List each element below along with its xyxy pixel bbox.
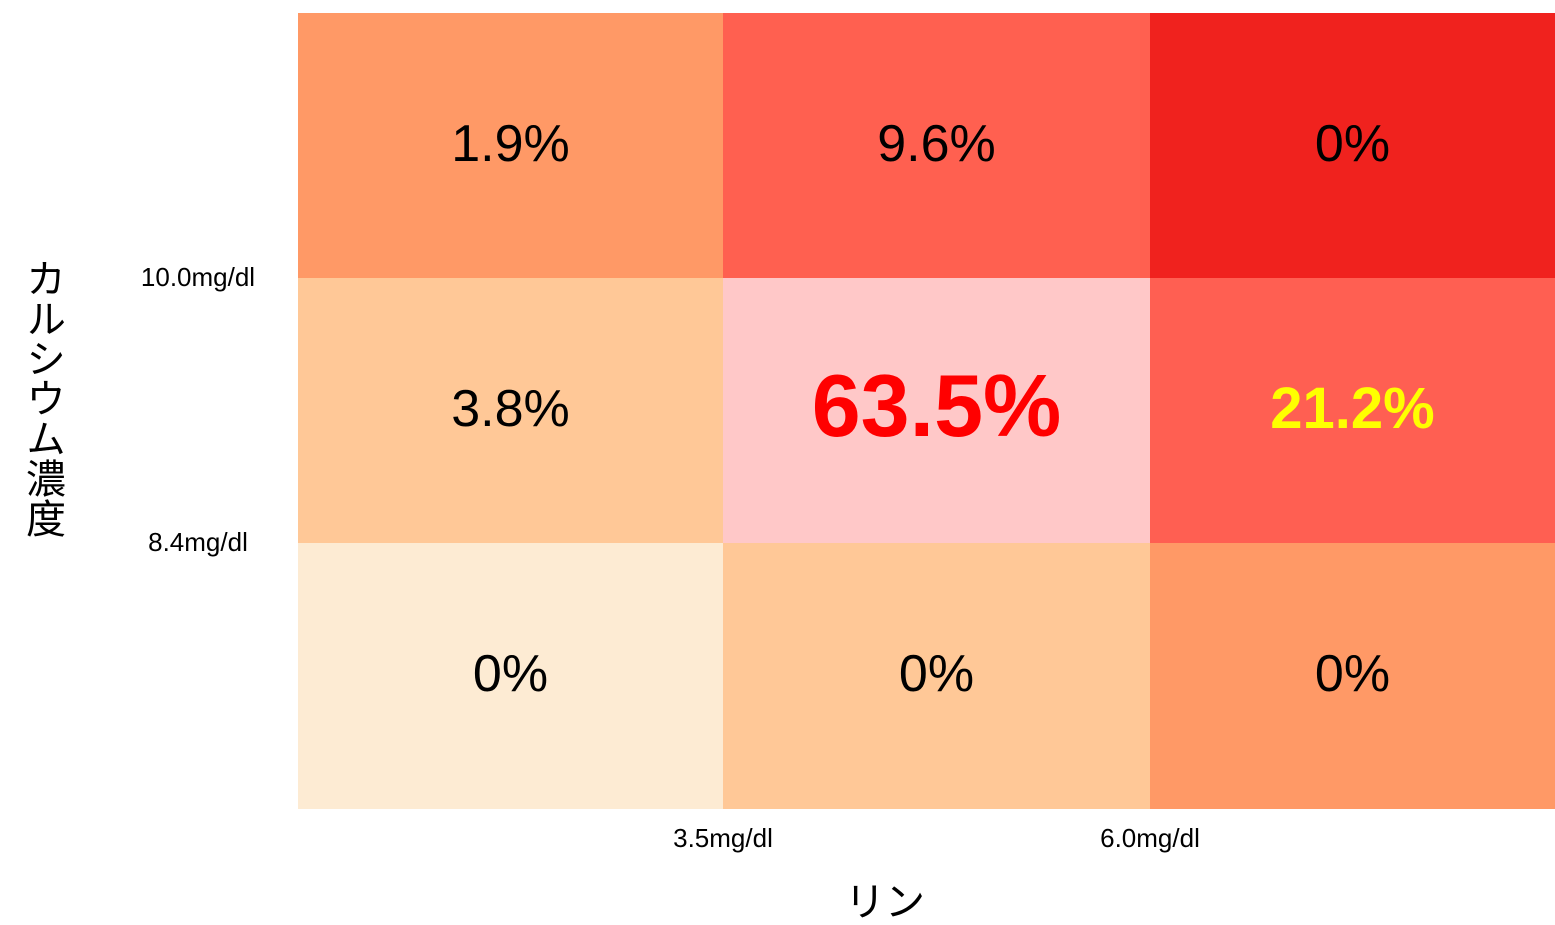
cell-label: 63.5% — [812, 356, 1062, 455]
cell — [298, 543, 724, 809]
y-tick-label: 8.4mg/dl — [148, 527, 248, 557]
cell — [1150, 543, 1555, 809]
cell — [298, 278, 724, 544]
x-tick-label: 3.5mg/dl — [673, 823, 773, 853]
cell-label: 21.2% — [1270, 376, 1434, 441]
cell — [723, 13, 1151, 279]
cell — [298, 13, 724, 279]
cell-label: 1.9% — [451, 115, 570, 173]
cell-label: 0% — [473, 645, 548, 703]
y-tick-label: 10.0mg/dl — [141, 262, 255, 292]
cell-label: 9.6% — [877, 115, 996, 173]
cell — [1150, 13, 1555, 279]
x-axis-label: リン — [845, 881, 925, 925]
cell-label: 0% — [1315, 115, 1390, 173]
cell-label: 0% — [899, 645, 974, 703]
cell — [723, 543, 1151, 809]
cell — [1150, 278, 1555, 544]
y-axis-label: カルシウム濃度 — [20, 258, 65, 538]
cell — [723, 278, 1151, 544]
cell-label: 0% — [1315, 645, 1390, 703]
cell-label: 3.8% — [451, 380, 570, 438]
x-tick-label: 6.0mg/dl — [1100, 823, 1200, 853]
